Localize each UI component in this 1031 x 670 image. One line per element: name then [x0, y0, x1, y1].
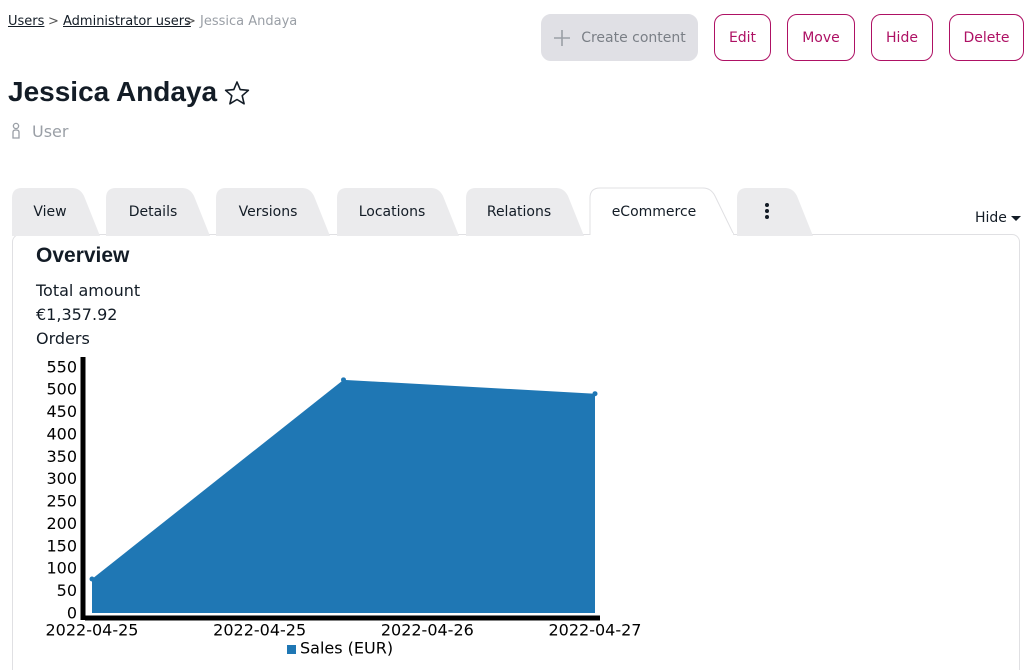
user-icon [12, 122, 20, 139]
star-icon[interactable] [224, 80, 250, 106]
total-value: €1,357.92 [36, 305, 118, 324]
x-tick-label: 2022-04-27 [549, 621, 642, 640]
tab-label[interactable]: Locations [359, 204, 426, 220]
point [89, 576, 95, 582]
y-tick-label: 250 [46, 492, 77, 511]
delete-button[interactable]: Delete [949, 14, 1024, 61]
tab-label[interactable]: Versions [239, 204, 298, 220]
x-tick-label: 2022-04-25 [213, 621, 306, 640]
kebab-icon[interactable] [765, 203, 769, 219]
button-label: Delete [963, 29, 1010, 46]
section-heading: Overview [36, 244, 130, 267]
move-button[interactable]: Move [787, 14, 855, 61]
page-title: Jessica Andaya [8, 76, 218, 107]
breadcrumb-current: Jessica Andaya [200, 14, 298, 29]
content-type: User [32, 122, 69, 141]
y-tick-label: 200 [46, 514, 77, 533]
total-label: Total amount [36, 281, 141, 300]
tab-active-gap [591, 233, 733, 236]
hide-toggle[interactable]: Hide [975, 210, 1007, 226]
area [92, 379, 595, 613]
y-tick-label: 350 [46, 447, 77, 466]
y-tick-label: 150 [46, 536, 77, 555]
breadcrumb-link[interactable]: Administrator users [63, 14, 191, 29]
legend-label: Sales (EUR) [300, 639, 393, 658]
caret-icon [1011, 216, 1021, 221]
button-label: Edit [728, 29, 757, 46]
breadcrumb-separator: > [48, 14, 59, 29]
legend-swatch [287, 645, 296, 654]
tab[interactable] [12, 188, 100, 236]
chart: 0 50 100 150 200 250 300 350 400 450 500 550 2022-04… [46, 357, 642, 658]
x-tick-label: 2022-04-25 [46, 621, 139, 640]
y-tick-label: 300 [46, 469, 77, 488]
button-label: Create content [581, 29, 686, 46]
tab-label[interactable]: View [33, 204, 66, 220]
tab[interactable] [106, 188, 210, 236]
breadcrumb-separator: > [185, 14, 196, 29]
x-tick-label: 2022-04-26 [381, 621, 474, 640]
tab-label[interactable]: eCommerce [612, 204, 697, 220]
tab-label[interactable]: Relations [487, 204, 551, 220]
tab[interactable] [216, 188, 330, 236]
plus-icon [554, 29, 571, 46]
point [341, 377, 346, 383]
tab[interactable] [466, 188, 584, 236]
y-tick-label: 550 [46, 357, 77, 376]
y-tick-label: 50 [57, 581, 77, 600]
tab[interactable] [337, 188, 459, 236]
breadcrumb-link[interactable]: Users [8, 14, 45, 29]
tab-active[interactable] [589, 187, 735, 236]
tab-more[interactable] [737, 188, 813, 236]
button-label: Hide [886, 29, 918, 46]
button-label: Move [802, 29, 840, 46]
y-tick-label: 100 [46, 559, 77, 578]
point [592, 391, 598, 397]
orders-label: Orders [36, 329, 90, 348]
hide-button[interactable]: Hide [871, 14, 933, 61]
create-content-button[interactable]: Create content [541, 14, 698, 61]
tab-label[interactable]: Details [129, 204, 178, 220]
y-tick-label: 500 [46, 380, 77, 399]
y-tick-label: 450 [46, 402, 77, 421]
edit-button[interactable]: Edit [714, 14, 771, 61]
y-tick-label: 400 [46, 424, 77, 443]
y-tick-label: 0 [67, 604, 77, 623]
tab-strip: View Details Versions Locations Relation… [12, 187, 1021, 236]
